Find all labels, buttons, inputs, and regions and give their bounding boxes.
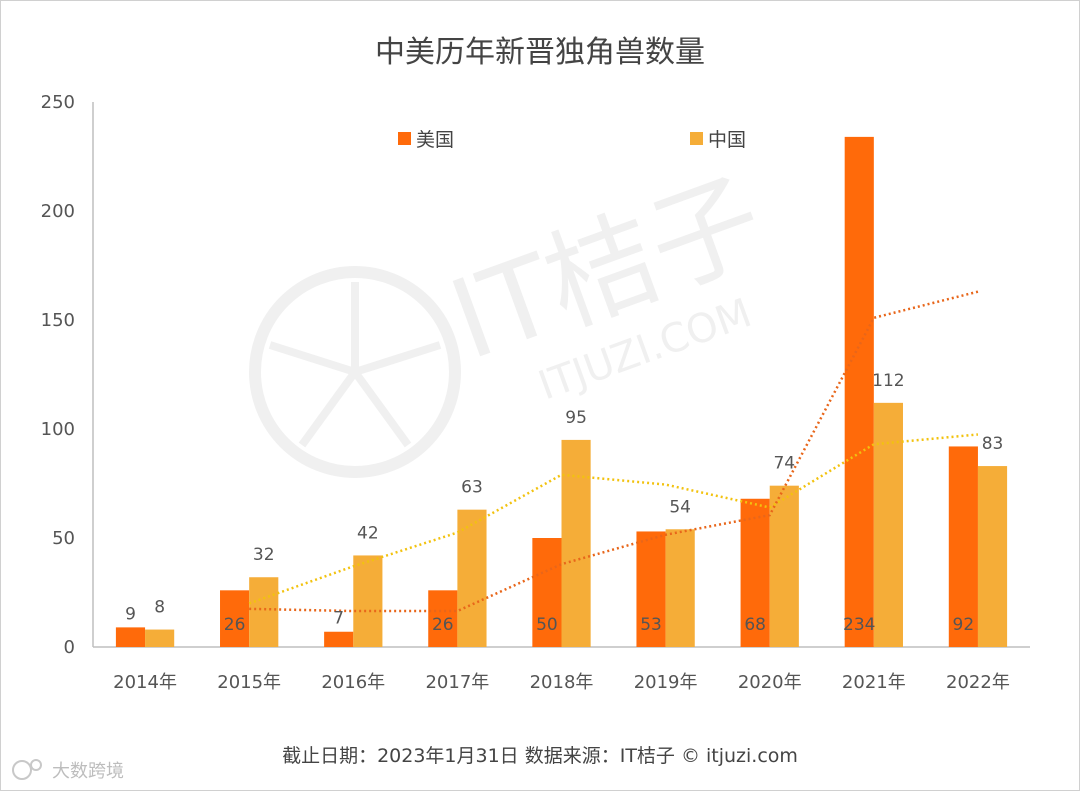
x-axis-ticks: 2014年 2015年 2016年 2017年 2018年 2019年 2020年 2021年… bbox=[113, 672, 1010, 693]
bar-usa bbox=[324, 631, 354, 647]
orange-slice-segments bbox=[268, 282, 442, 448]
data-label-china: 83 bbox=[982, 434, 1004, 454]
data-label-usa: 234 bbox=[843, 615, 875, 635]
bar-china bbox=[769, 485, 799, 647]
data-label-usa: 26 bbox=[224, 615, 246, 635]
bar-usa bbox=[740, 498, 770, 647]
y-tick-label: 200 bbox=[41, 201, 75, 222]
x-tick-label: 2018年 bbox=[530, 672, 594, 693]
data-label-usa: 26 bbox=[432, 615, 454, 635]
bar-china bbox=[145, 629, 175, 647]
trendlines bbox=[248, 290, 979, 613]
orange-slice-icon bbox=[249, 266, 461, 478]
legend-label-china: 中国 bbox=[708, 129, 746, 151]
legend-label-usa: 美国 bbox=[416, 129, 454, 151]
x-tick-label: 2017年 bbox=[425, 672, 489, 693]
y-tick-label: 100 bbox=[41, 419, 75, 440]
corner-logo-icon bbox=[12, 760, 32, 780]
corner-logo-dot-icon bbox=[30, 759, 42, 771]
legend: 美国 中国 bbox=[398, 129, 746, 151]
data-labels: 9 26 7 26 50 53 68 234 92 8 32 42 63 95 54 74 112 83 bbox=[125, 371, 1003, 635]
y-tick-label: 0 bbox=[64, 637, 75, 658]
bar-china bbox=[561, 439, 591, 647]
x-tick-label: 2016年 bbox=[321, 672, 385, 693]
x-tick-label: 2020年 bbox=[738, 672, 802, 693]
data-label-china: 112 bbox=[872, 371, 904, 391]
x-tick-label: 2021年 bbox=[842, 672, 906, 693]
data-label-china: 8 bbox=[154, 598, 165, 618]
bars bbox=[115, 136, 1008, 647]
legend-item-usa: 美国 bbox=[398, 129, 454, 151]
data-label-usa: 9 bbox=[125, 604, 136, 624]
bar-usa bbox=[428, 590, 458, 647]
data-label-usa: 7 bbox=[333, 609, 344, 629]
bar-china bbox=[977, 466, 1008, 647]
bar-usa bbox=[844, 136, 874, 647]
data-label-china: 54 bbox=[669, 497, 691, 517]
legend-swatch-usa bbox=[398, 132, 411, 145]
x-tick-label: 2014年 bbox=[113, 672, 177, 693]
data-label-usa: 53 bbox=[640, 615, 662, 635]
chart-title: 中美历年新晋独角兽数量 bbox=[375, 35, 705, 70]
x-tick-label: 2015年 bbox=[217, 672, 281, 693]
trendline-usa bbox=[249, 290, 979, 613]
watermark: IT桔子 ITJUZI.COM bbox=[249, 155, 779, 478]
y-tick-label: 250 bbox=[41, 92, 75, 113]
data-label-china: 63 bbox=[461, 478, 483, 498]
bar-china bbox=[873, 402, 903, 647]
y-axis-ticks: 0 50 100 150 200 250 bbox=[41, 92, 75, 658]
bar-usa bbox=[220, 590, 250, 647]
legend-item-china: 中国 bbox=[690, 129, 746, 151]
trendline-china bbox=[248, 433, 979, 605]
bar-usa bbox=[532, 538, 562, 647]
source-footer: 截止日期：2023年1月31日 数据来源：IT桔子 © itjuzi.com bbox=[282, 745, 798, 767]
data-label-usa: 92 bbox=[953, 615, 975, 635]
bar-usa bbox=[948, 446, 978, 647]
bar-usa bbox=[636, 531, 666, 647]
bar-china bbox=[249, 577, 279, 647]
data-label-china: 42 bbox=[357, 523, 379, 543]
data-label-usa: 50 bbox=[536, 615, 558, 635]
corner-watermark-text: 大数跨境 bbox=[52, 761, 124, 782]
y-tick-label: 150 bbox=[41, 310, 75, 331]
corner-watermark: 大数跨境 bbox=[12, 759, 124, 782]
bar-china bbox=[353, 555, 383, 647]
x-tick-label: 2019年 bbox=[634, 672, 698, 693]
data-label-china: 32 bbox=[253, 545, 275, 565]
x-tick-label: 2022年 bbox=[946, 672, 1010, 693]
bar-china bbox=[665, 529, 695, 647]
bar-usa bbox=[115, 627, 146, 647]
data-label-usa: 68 bbox=[744, 615, 766, 635]
data-label-china: 74 bbox=[773, 454, 795, 474]
data-label-china: 95 bbox=[565, 408, 587, 428]
bar-china bbox=[457, 509, 487, 647]
legend-swatch-china bbox=[690, 132, 703, 145]
y-tick-label: 50 bbox=[52, 528, 75, 549]
